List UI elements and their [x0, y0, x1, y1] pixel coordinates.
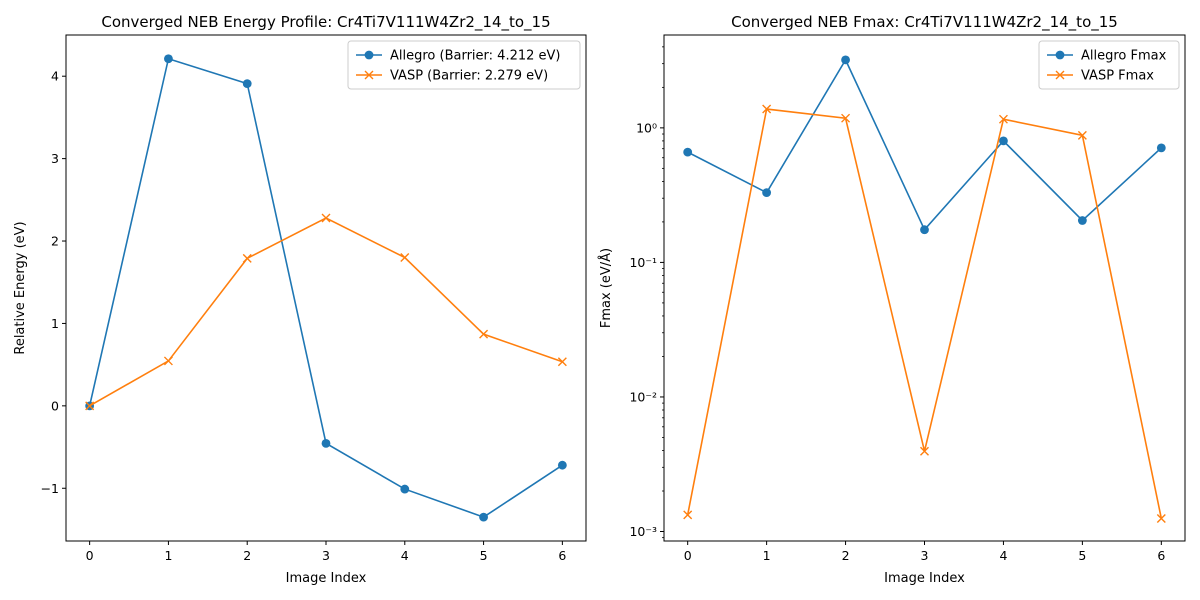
- data-point: [242, 79, 252, 89]
- y-tick-label: 0: [51, 398, 59, 413]
- legend-box: [1038, 40, 1180, 90]
- legend-marker: [1055, 70, 1065, 80]
- fmax-chart: Converged NEB Fmax: Cr4Ti7V111W4Zr2_14_t…: [598, 13, 1186, 586]
- series-line-0: [88, 57, 563, 518]
- data-point: [321, 438, 331, 448]
- y-tick-label: 10⁻²: [629, 389, 657, 404]
- data-point: [841, 55, 850, 65]
- x-tick-label: 0: [86, 548, 94, 563]
- plot-frame: [663, 34, 1186, 542]
- energy-profile-chart: Converged NEB Energy Profile: Cr4Ti7V111…: [13, 13, 587, 586]
- x-tick-label: 5: [480, 548, 488, 563]
- data-point: [1156, 513, 1166, 523]
- legend-label: Allegro Fmax: [1081, 49, 1167, 64]
- y-axis-label: Relative Energy (eV): [13, 221, 28, 354]
- data-point: [683, 147, 693, 157]
- x-tick-label: 5: [1078, 548, 1086, 563]
- x-tick-label: 2: [842, 548, 850, 563]
- legend-marker: [364, 50, 374, 60]
- y-tick-label: 4: [51, 69, 59, 84]
- x-axis-label: Image Index: [884, 571, 965, 586]
- data-point: [557, 460, 567, 470]
- chart-title: Converged NEB Fmax: Cr4Ti7V111W4Zr2_14_t…: [731, 13, 1118, 32]
- series-line-1: [686, 108, 1163, 519]
- data-point: [1156, 143, 1166, 153]
- data-point: [1077, 216, 1087, 225]
- data-point: [683, 510, 693, 520]
- series-line-1: [89, 217, 563, 407]
- data-point: [762, 188, 772, 198]
- data-point: [400, 253, 410, 263]
- data-point: [841, 113, 851, 123]
- y-tick-label: 3: [51, 151, 59, 166]
- x-tick-label: 2: [243, 548, 251, 563]
- x-tick-label: 1: [763, 548, 771, 563]
- y-axis-label: Fmax (eV/Å): [598, 248, 614, 328]
- data-point: [557, 357, 567, 367]
- x-tick-label: 3: [322, 548, 330, 563]
- legend-box: [347, 40, 581, 90]
- data-point: [999, 136, 1008, 146]
- data-point: [762, 104, 772, 114]
- legend-marker: [1055, 50, 1065, 60]
- data-point: [163, 356, 173, 366]
- data-point: [479, 329, 489, 339]
- x-tick-label: 1: [164, 548, 172, 563]
- data-point: [920, 446, 929, 456]
- data-point: [479, 512, 488, 522]
- x-tick-label: 3: [921, 548, 929, 563]
- x-tick-label: 4: [401, 548, 409, 563]
- legend-label: Allegro (Barrier: 4.212 eV): [390, 49, 560, 64]
- x-tick-label: 0: [684, 548, 692, 563]
- legend-label: VASP Fmax: [1081, 69, 1154, 84]
- y-tick-label: 10⁻³: [629, 524, 657, 539]
- plot-frame: [65, 34, 587, 542]
- legend-marker: [364, 70, 374, 80]
- data-point: [920, 225, 929, 235]
- x-tick-label: 4: [999, 548, 1007, 563]
- data-point: [321, 213, 331, 223]
- y-tick-label: 10⁰: [636, 120, 657, 135]
- x-tick-label: 6: [1157, 548, 1165, 563]
- y-tick-label: −1: [41, 481, 59, 496]
- data-point: [400, 484, 410, 494]
- y-tick-label: 2: [51, 234, 59, 249]
- x-tick-label: 6: [558, 548, 566, 563]
- data-point: [242, 253, 252, 263]
- chart-title: Converged NEB Energy Profile: Cr4Ti7V111…: [101, 13, 550, 32]
- y-tick-label: 10⁻¹: [629, 255, 657, 270]
- data-point: [1077, 130, 1087, 140]
- data-point: [85, 401, 95, 411]
- x-axis-label: Image Index: [286, 571, 367, 586]
- data-point: [164, 54, 173, 64]
- data-point: [998, 114, 1008, 124]
- y-tick-label: 1: [51, 316, 59, 331]
- legend-label: VASP (Barrier: 2.279 eV): [390, 69, 548, 84]
